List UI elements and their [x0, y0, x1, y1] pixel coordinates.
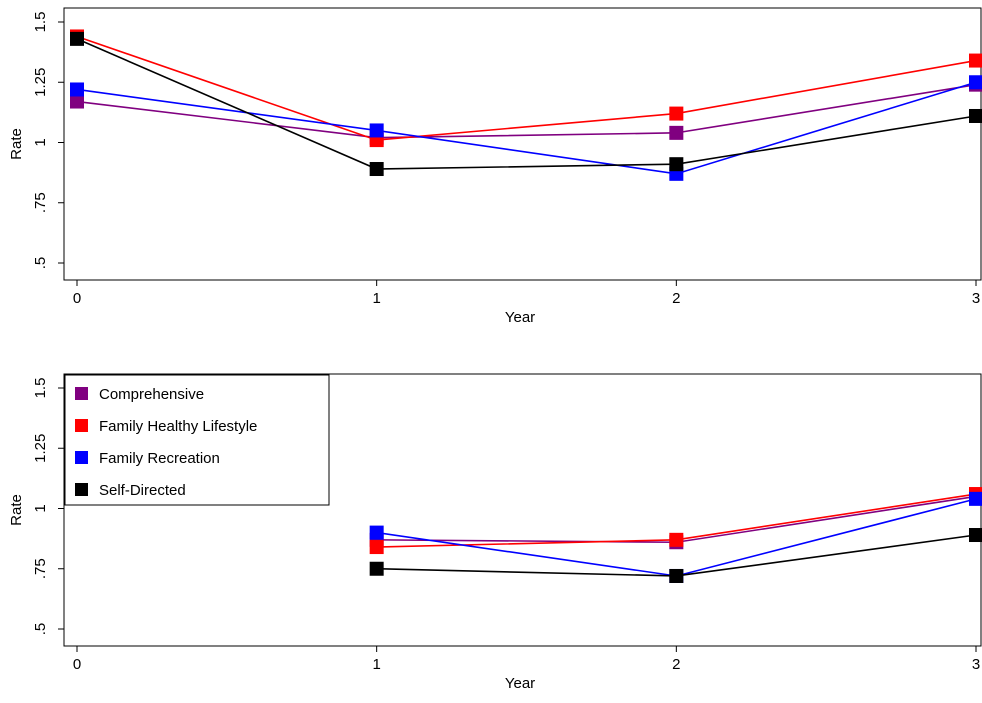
data-point: [369, 162, 384, 177]
data-point: [669, 106, 684, 121]
legend-swatch: [75, 419, 88, 432]
x-axis-title: Year: [505, 675, 535, 692]
data-point: [369, 525, 384, 540]
legend-swatch: [75, 451, 88, 464]
y-axis-title: Rate: [8, 128, 25, 160]
series-line: [76, 81, 977, 175]
x-tick-label: 2: [672, 656, 680, 673]
data-point: [969, 75, 982, 90]
data-point: [969, 528, 982, 543]
legend-box: [64, 374, 330, 506]
legend-label: Family Healthy Lifestyle: [99, 418, 257, 435]
x-tick-label: 0: [73, 290, 81, 307]
data-point: [969, 53, 982, 68]
y-tick-label: .75: [32, 558, 49, 579]
plot-frame: [63, 7, 982, 281]
y-tick-label: 1.25: [32, 68, 49, 97]
x-axis-title: Year: [505, 309, 535, 326]
x-tick-label: 2: [672, 290, 680, 307]
data-point: [369, 561, 384, 576]
y-tick-label: 1: [32, 138, 49, 146]
chart-panel-top: .5 .75 1 1.25 1.5 0 1 2 3 Year Rate: [8, 7, 982, 326]
data-point: [369, 540, 384, 555]
data-point: [969, 491, 982, 506]
series-line: [76, 35, 977, 141]
chart-panel-bottom: .5 .75 1 1.25 1.5 0 1 2 3 Year Rate Comprehensive Fa…: [8, 373, 982, 692]
plot-frame: [63, 373, 982, 647]
data-point: [669, 125, 684, 140]
x-tick-label: 3: [972, 656, 980, 673]
data-point: [369, 123, 384, 138]
x-tick-label: 1: [372, 656, 380, 673]
x-tick-label: 1: [372, 290, 380, 307]
legend-label: Self-Directed: [99, 482, 186, 499]
legend: Comprehensive Family Healthy Lifestyle Fam…: [64, 374, 330, 506]
data-point: [70, 94, 84, 109]
y-axis-title: Rate: [8, 494, 25, 526]
y-tick-label: .5: [32, 623, 49, 636]
y-tick-label: .75: [32, 192, 49, 213]
x-tick-label: 0: [73, 656, 81, 673]
y-tick-label: 1.25: [32, 434, 49, 463]
legend-label: Family Recreation: [99, 450, 220, 467]
data-point: [669, 157, 684, 172]
data-point: [969, 108, 982, 123]
y-tick-label: 1.5: [32, 378, 49, 399]
series-line: [76, 83, 977, 139]
y-tick-label: .5: [32, 257, 49, 270]
y-tick-label: 1: [32, 504, 49, 512]
data-point: [669, 532, 684, 547]
x-tick-label: 3: [972, 290, 980, 307]
legend-swatch: [75, 483, 88, 496]
series-line: [76, 38, 977, 170]
legend-label: Comprehensive: [99, 386, 204, 403]
data-point: [70, 31, 84, 46]
y-tick-label: 1.5: [32, 12, 49, 33]
data-point: [669, 568, 684, 583]
data-point: [70, 82, 84, 97]
legend-swatch: [75, 387, 88, 400]
